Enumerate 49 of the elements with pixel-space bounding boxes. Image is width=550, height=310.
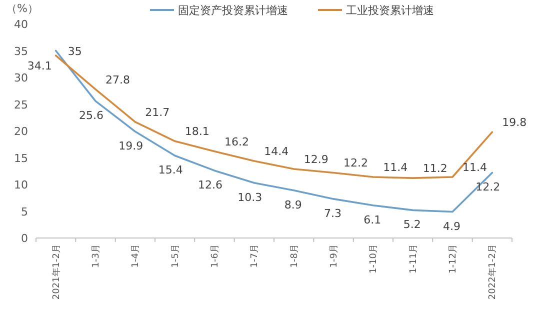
y-tick-label: 15 <box>14 152 28 165</box>
x-tick-label: 1-9月 <box>330 244 340 268</box>
x-tick-label: 1-3月 <box>92 244 102 268</box>
x-tick-label: 1-10月 <box>369 244 380 274</box>
data-label: 11.2 <box>422 162 448 176</box>
y-tick-label: 10 <box>14 178 28 192</box>
x-tick-label: 1-8月 <box>290 244 300 268</box>
y-tick-label: 0 <box>21 232 28 245</box>
data-label: 34.1 <box>27 60 52 73</box>
x-tick-label: 1-7月 <box>250 244 260 268</box>
data-label: 10.3 <box>238 190 262 204</box>
legend-label: 工业投资累计增速 <box>346 4 434 17</box>
data-label: 12.2 <box>344 156 368 170</box>
y-tick-label: 25 <box>14 98 28 112</box>
y-tick-label: 40 <box>14 18 28 31</box>
x-tick-label: 1-6月 <box>210 244 220 268</box>
y-tick-label: 35 <box>14 44 28 58</box>
data-label: 18.1 <box>184 125 210 138</box>
data-label: 6.1 <box>364 213 382 226</box>
y-tick-label: 20 <box>14 125 28 138</box>
x-tick-label: 2021年1-2月 <box>50 244 62 300</box>
data-label: 35 <box>68 44 82 58</box>
data-label: 12.9 <box>304 152 328 166</box>
data-label: 4.9 <box>443 220 460 233</box>
line-series <box>54 54 494 179</box>
data-label: 12.6 <box>198 178 222 192</box>
legend-label: 固定资产投资累计增速 <box>178 4 288 17</box>
data-label: 27.8 <box>106 73 130 86</box>
y-tick-label: 5 <box>21 205 28 218</box>
data-label: 12.2 <box>476 180 500 194</box>
y-tick-label: 30 <box>14 72 28 84</box>
data-label: 11.4 <box>383 161 408 174</box>
data-label: 5.2 <box>403 218 421 232</box>
x-tick-label: 1-12月 <box>448 244 458 274</box>
y-axis-title: （%） <box>6 2 38 15</box>
data-label: 21.7 <box>145 106 170 119</box>
data-label: 19.8 <box>502 116 527 130</box>
data-label: 15.4 <box>158 164 183 177</box>
x-tick-label: 2022年1-2月 <box>487 244 498 300</box>
x-tick-label: 1-4月 <box>131 244 142 268</box>
x-tick-label: 1-11月 <box>408 244 419 274</box>
data-label: 11.4 <box>462 161 487 174</box>
data-label: 14.4 <box>264 144 289 158</box>
data-label: 7.3 <box>324 206 342 220</box>
data-label: 8.9 <box>284 198 302 212</box>
data-label: 25.6 <box>79 109 104 122</box>
data-label: 19.9 <box>118 140 144 153</box>
data-label: 16.2 <box>224 135 249 148</box>
x-tick-label: 1-5月 <box>170 244 181 268</box>
